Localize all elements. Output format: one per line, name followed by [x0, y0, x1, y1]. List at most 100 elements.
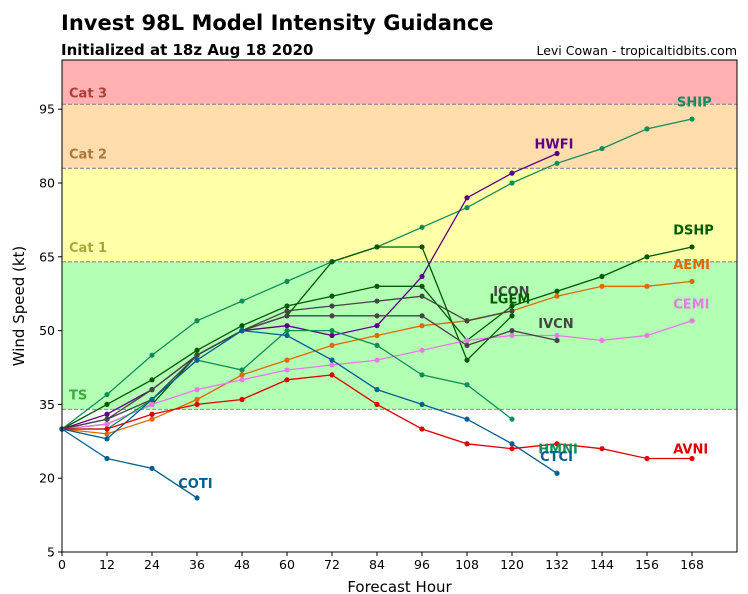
point-cemi-96 — [419, 347, 425, 353]
point-avni-72 — [329, 372, 335, 378]
point-avni-132 — [554, 441, 560, 447]
point-ivcn-60 — [284, 313, 290, 319]
point-ivcn-108 — [464, 342, 470, 348]
point-hmni-96 — [419, 372, 425, 378]
point-ship-12 — [104, 391, 110, 398]
point-ctci-120 — [509, 441, 515, 447]
point-dshp-96 — [419, 283, 425, 289]
point-cemi-12 — [104, 421, 110, 427]
point-avni-96 — [419, 426, 425, 432]
point-ship-36 — [194, 318, 200, 324]
y-tick-label-95: 95 — [39, 102, 55, 117]
series-lines — [59, 116, 695, 501]
x-tick-label-84: 84 — [369, 557, 385, 572]
point-avni-156 — [644, 455, 650, 462]
point-hmni-60 — [284, 328, 290, 334]
y-tick-label-5: 5 — [47, 545, 55, 560]
point-ivcn-84 — [374, 313, 380, 319]
point-aemi-168 — [689, 278, 695, 284]
point-ivcn-72 — [329, 313, 335, 319]
series-label-lgem: LGEM — [490, 293, 531, 308]
series-label-aemi: AEMI — [673, 258, 710, 273]
x-tick-label-120: 120 — [500, 557, 524, 572]
point-ctci-96 — [419, 401, 425, 407]
series-line-ivcn — [61, 315, 558, 430]
x-tick-label-0: 0 — [58, 557, 66, 572]
point-cemi-144 — [599, 337, 605, 344]
point-dshp-12 — [104, 401, 110, 407]
point-cemi-72 — [329, 362, 335, 368]
point-lgem-108 — [464, 357, 470, 363]
point-aemi-24 — [149, 416, 155, 422]
x-tick-label-108: 108 — [455, 557, 479, 572]
point-dshp-144 — [599, 273, 605, 280]
series-avni — [59, 372, 695, 462]
y-tick-label-80: 80 — [39, 176, 55, 191]
x-tick-label-24: 24 — [144, 557, 160, 572]
x-axis-label: Forecast Hour — [347, 578, 452, 594]
point-hmni-72 — [329, 328, 335, 334]
point-aemi-60 — [284, 357, 290, 363]
point-hwfi-84 — [374, 323, 380, 329]
point-lgem-96 — [419, 244, 425, 250]
point-ship-144 — [599, 145, 605, 152]
band-label-cat-3: Cat 3 — [69, 86, 107, 101]
series-label-avni: AVNI — [673, 443, 708, 458]
point-hwfi-96 — [419, 273, 425, 280]
x-tick-label-96: 96 — [414, 557, 430, 572]
y-tick-label-65: 65 — [39, 249, 55, 264]
point-ivcn-36 — [194, 352, 200, 358]
point-icon-72 — [329, 303, 335, 309]
point-avni-120 — [509, 446, 515, 452]
point-ship-120 — [509, 180, 515, 186]
point-cemi-168 — [689, 318, 695, 324]
point-ctci-108 — [464, 416, 470, 422]
y-axis: 5 20 35 50 65 80 95 — [39, 102, 62, 560]
point-ctci-36 — [194, 357, 200, 363]
point-avni-84 — [374, 401, 380, 407]
chart-subtitle: Initialized at 18z Aug 18 2020 — [61, 41, 313, 59]
point-ivcn-132 — [554, 337, 560, 344]
point-ctci-132 — [554, 470, 560, 476]
point-dshp-72 — [329, 293, 335, 299]
point-icon-108 — [464, 318, 470, 324]
point-ship-96 — [419, 224, 425, 230]
point-aemi-96 — [419, 323, 425, 329]
point-avni-12 — [104, 426, 110, 432]
y-tick-label-35: 35 — [39, 397, 55, 412]
x-tick-label-156: 156 — [635, 557, 659, 572]
x-tick-label-12: 12 — [99, 557, 115, 572]
point-icon-60 — [284, 308, 290, 314]
point-dshp-36 — [194, 347, 200, 353]
x-tick-label-60: 60 — [279, 557, 295, 572]
point-avni-168 — [689, 455, 695, 462]
point-dshp-24 — [149, 377, 155, 383]
chart-title: Invest 98L Model Intensity Guidance — [61, 11, 494, 35]
point-icon-96 — [419, 293, 425, 299]
x-tick-label-132: 132 — [545, 557, 569, 572]
point-hwfi-12 — [104, 411, 110, 417]
y-tick-label-50: 50 — [39, 323, 55, 338]
point-coti-36 — [194, 495, 200, 501]
point-ivcn-96 — [419, 313, 425, 319]
point-hwfi-72 — [329, 332, 335, 339]
band-label-cat-1: Cat 1 — [69, 241, 107, 256]
point-hwfi-120 — [509, 170, 515, 176]
point-lgem-120 — [509, 313, 515, 319]
point-icon-120 — [509, 308, 515, 314]
series-label-ship: SHIP — [677, 96, 712, 111]
point-ship-48 — [239, 298, 245, 304]
point-ivcn-12 — [104, 416, 110, 422]
point-avni-24 — [149, 411, 155, 417]
point-hwfi-60 — [284, 323, 290, 329]
point-aemi-12 — [104, 431, 110, 437]
point-ctci-72 — [329, 357, 335, 363]
point-avni-48 — [239, 396, 245, 403]
series-label-hmni: HMNI — [538, 443, 578, 458]
point-hmni-84 — [374, 342, 380, 348]
y-tick-label-20: 20 — [39, 471, 55, 486]
point-cemi-156 — [644, 332, 650, 339]
point-ship-24 — [149, 352, 155, 358]
